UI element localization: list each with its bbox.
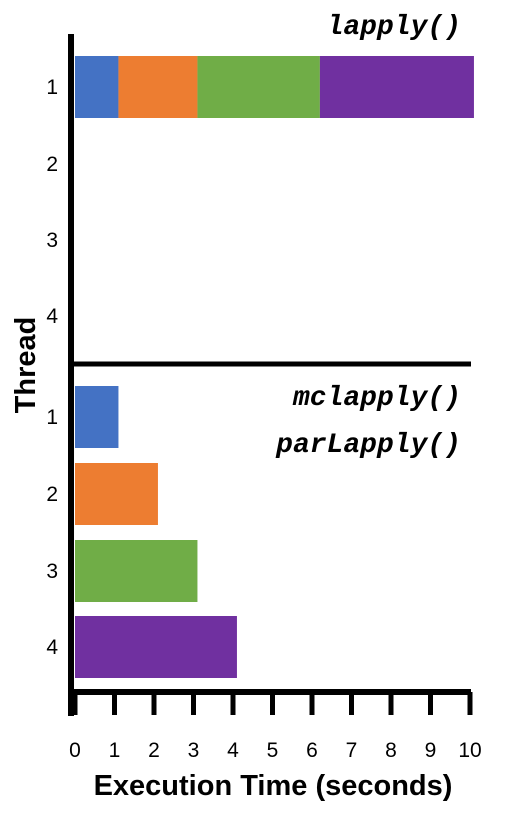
x-tick-label-1: 1 xyxy=(109,739,121,762)
bar-panel1-thread1-task2 xyxy=(118,56,198,118)
x-tick-label-2: 2 xyxy=(148,739,160,762)
panel-title-2-2: parLapply() xyxy=(275,430,461,461)
bars-layer xyxy=(75,56,474,678)
x-tick-label-9: 9 xyxy=(425,739,437,762)
x-tick-label-10: 10 xyxy=(458,739,481,762)
y-tick-label-panel2-thread2: 2 xyxy=(46,483,58,506)
bar-panel2-thread3-task3 xyxy=(75,540,198,602)
x-ticks-layer: 0 1 2 3 4 5 6 7 8 9 10 xyxy=(69,692,482,762)
y-tick-label-panel2-thread4: 4 xyxy=(46,636,58,659)
panel-title-2-1: mclapply() xyxy=(292,383,461,414)
x-axis-title: Execution Time (seconds) xyxy=(94,770,453,802)
x-tick-label-4: 4 xyxy=(227,739,239,762)
x-tick-label-7: 7 xyxy=(346,739,358,762)
y-tick-label-panel2-thread1: 1 xyxy=(46,406,58,429)
bar-panel1-thread1-task1 xyxy=(75,56,119,118)
panel-titles-layer: lapply() mclapply() parLapply() xyxy=(275,12,461,461)
y-tick-label-panel1-thread3: 3 xyxy=(46,229,58,252)
y-tick-labels-layer: 1 2 3 4 1 2 3 4 xyxy=(46,76,58,659)
panel-title-1-1: lapply() xyxy=(327,12,461,43)
x-tick-label-0: 0 xyxy=(69,739,81,762)
y-tick-label-panel2-thread3: 3 xyxy=(46,560,58,583)
y-tick-label-panel1-thread2: 2 xyxy=(46,153,58,176)
y-tick-label-panel1-thread1: 1 xyxy=(46,76,58,99)
x-tick-label-3: 3 xyxy=(188,739,200,762)
bar-panel2-thread2-task2 xyxy=(75,463,158,525)
bar-panel2-thread4-task4 xyxy=(75,616,237,678)
bar-panel1-thread1-task4 xyxy=(319,56,474,118)
bar-panel2-thread1-task1 xyxy=(75,386,119,448)
x-tick-label-6: 6 xyxy=(306,739,318,762)
y-axis-title: Thread xyxy=(10,317,42,414)
x-tick-label-5: 5 xyxy=(267,739,279,762)
y-tick-label-panel1-thread4: 4 xyxy=(46,305,58,328)
bar-panel1-thread1-task3 xyxy=(197,56,320,118)
x-tick-label-8: 8 xyxy=(385,739,397,762)
